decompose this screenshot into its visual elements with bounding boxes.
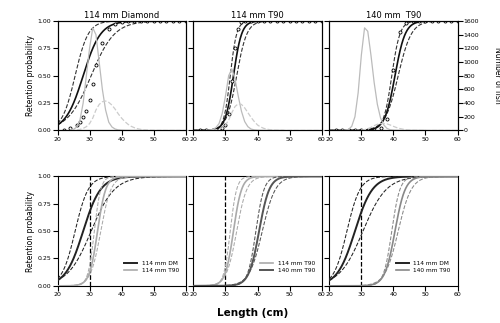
114 mm T90 [182,174,188,178]
114 mm T90 [266,174,272,178]
Title: 114 mm T90: 114 mm T90 [231,11,284,20]
Legend: 114 mm DM, 114 mm T90: 114 mm DM, 114 mm T90 [123,260,180,274]
Line: 140 mm T90: 140 mm T90 [194,176,322,286]
Line: 114 mm T90: 114 mm T90 [58,176,186,286]
140 mm T90 [384,264,390,268]
114 mm T90 [151,174,157,178]
114 mm T90 [224,267,230,271]
Line: 114 mm T90: 114 mm T90 [194,176,322,286]
114 mm T90 [190,284,196,288]
114 mm DM [151,174,157,178]
Line: 114 mm DM: 114 mm DM [58,176,186,280]
114 mm DM [423,174,429,178]
Legend: 114 mm DM, 140 mm T90: 114 mm DM, 140 mm T90 [395,260,452,274]
140 mm T90 [266,188,272,192]
114 mm T90 [130,174,136,178]
140 mm T90 [349,284,355,288]
140 mm T90 [326,284,332,288]
140 mm T90 [360,284,366,287]
114 mm DM [140,175,146,179]
140 mm T90 [454,174,460,178]
140 mm T90 [412,177,418,181]
114 mm DM [88,208,94,212]
Y-axis label: Number of fish: Number of fish [494,47,500,104]
114 mm DM [182,174,188,178]
Line: 114 mm DM: 114 mm DM [330,176,458,280]
114 mm T90 [112,176,118,180]
114 mm T90 [318,174,324,178]
114 mm T90 [287,174,293,178]
140 mm T90 [423,175,429,179]
114 mm DM [360,208,366,212]
114 mm T90 [213,282,219,286]
140 mm T90 [287,175,293,179]
114 mm DM [112,177,118,181]
114 mm T90 [88,267,94,271]
140 mm T90 [276,177,282,181]
140 mm T90 [402,188,408,192]
114 mm DM [130,175,136,179]
114 mm T90 [54,284,60,288]
Title: 114 mm Diamond: 114 mm Diamond [84,11,159,20]
Title: 140 mm  T90: 140 mm T90 [366,11,421,20]
114 mm DM [384,177,390,181]
140 mm T90 [248,264,254,268]
140 mm T90 [190,284,196,288]
Y-axis label: Retention probability: Retention probability [26,191,35,272]
114 mm DM [326,278,332,282]
114 mm DM [54,278,60,282]
114 mm DM [77,238,83,242]
Legend: 114 mm T90, 140 mm T90: 114 mm T90, 140 mm T90 [259,260,316,274]
114 mm DM [412,175,418,179]
114 mm T90 [140,174,146,178]
Y-axis label: Retention probability: Retention probability [26,35,35,116]
114 mm DM [454,174,460,178]
140 mm T90 [213,284,219,288]
114 mm DM [349,238,355,242]
114 mm DM [402,175,408,179]
114 mm T90 [276,174,282,178]
140 mm T90 [318,174,324,178]
Text: Length (cm): Length (cm) [217,308,288,318]
114 mm T90 [248,176,254,180]
140 mm T90 [224,284,230,287]
114 mm T90 [77,282,83,286]
Line: 140 mm T90: 140 mm T90 [330,176,458,286]
